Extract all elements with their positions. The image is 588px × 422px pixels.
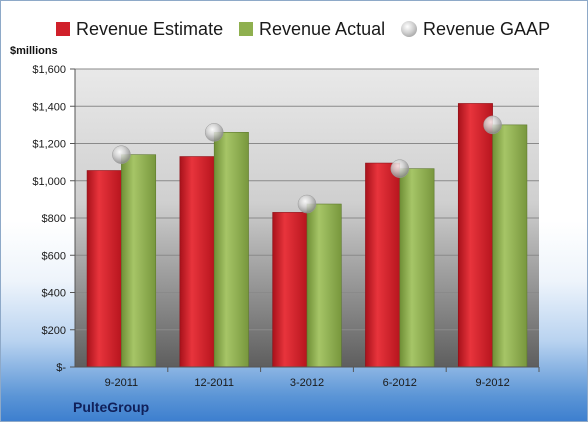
bar-revenue-estimate <box>179 156 215 368</box>
gaap-marker <box>204 123 224 142</box>
x-tick-label: 9-2011 <box>105 377 138 389</box>
y-axis-unit-label: $millions <box>10 45 58 57</box>
legend-item-revenue-actual: Revenue Actual <box>239 18 385 40</box>
bar-revenue-estimate <box>272 212 308 368</box>
y-tick-label: $1,200 <box>32 139 66 151</box>
legend-label-revenue-actual: Revenue Actual <box>259 18 386 39</box>
x-tick-label: 12-2011 <box>194 377 234 389</box>
legend-item-revenue-estimate: Revenue Estimate <box>56 18 223 40</box>
y-tick-label: $1,400 <box>32 101 66 113</box>
gaap-marker <box>112 145 131 164</box>
axes: $- $200 $400 $600 $800 $1,000 $1,200 $1,400 $1,6… <box>32 64 540 389</box>
gaap-marker <box>390 159 410 178</box>
legend-swatch-red <box>56 22 70 36</box>
legend-item-revenue-gaap: Revenue GAAP <box>401 18 550 40</box>
legend-label-revenue-gaap: Revenue GAAP <box>423 18 551 39</box>
gaap-marker <box>483 115 502 135</box>
gaap-marker <box>297 194 317 214</box>
x-tick-label: 6-2012 <box>383 377 417 389</box>
bar-revenue-estimate <box>86 170 122 368</box>
bars <box>86 103 528 368</box>
bar-revenue-actual <box>306 203 342 368</box>
bar-revenue-actual <box>213 132 249 368</box>
legend-label-revenue-estimate: Revenue Estimate <box>76 18 224 39</box>
company-name: PulteGroup <box>73 399 150 415</box>
y-tick-label: $1,000 <box>32 176 66 188</box>
x-tick-label: 9-2012 <box>475 377 509 389</box>
legend-swatch-green <box>239 22 253 36</box>
y-tick-label: $1,600 <box>32 64 66 76</box>
legend-marker-gaap <box>401 21 417 37</box>
bar-revenue-estimate <box>457 103 493 368</box>
y-tick-label: $400 <box>42 288 66 300</box>
y-tick-label: $800 <box>42 213 66 225</box>
bar-revenue-actual <box>399 168 435 368</box>
gaap-markers <box>112 115 502 214</box>
bar-revenue-actual <box>121 154 157 368</box>
y-tick-label: $- <box>56 362 66 374</box>
bar-revenue-estimate <box>365 162 401 368</box>
bar-revenue-actual <box>492 124 528 368</box>
y-tick-label: $600 <box>42 250 66 262</box>
x-tick-label: 3-2012 <box>290 377 324 389</box>
y-tick-label: $200 <box>42 325 66 337</box>
